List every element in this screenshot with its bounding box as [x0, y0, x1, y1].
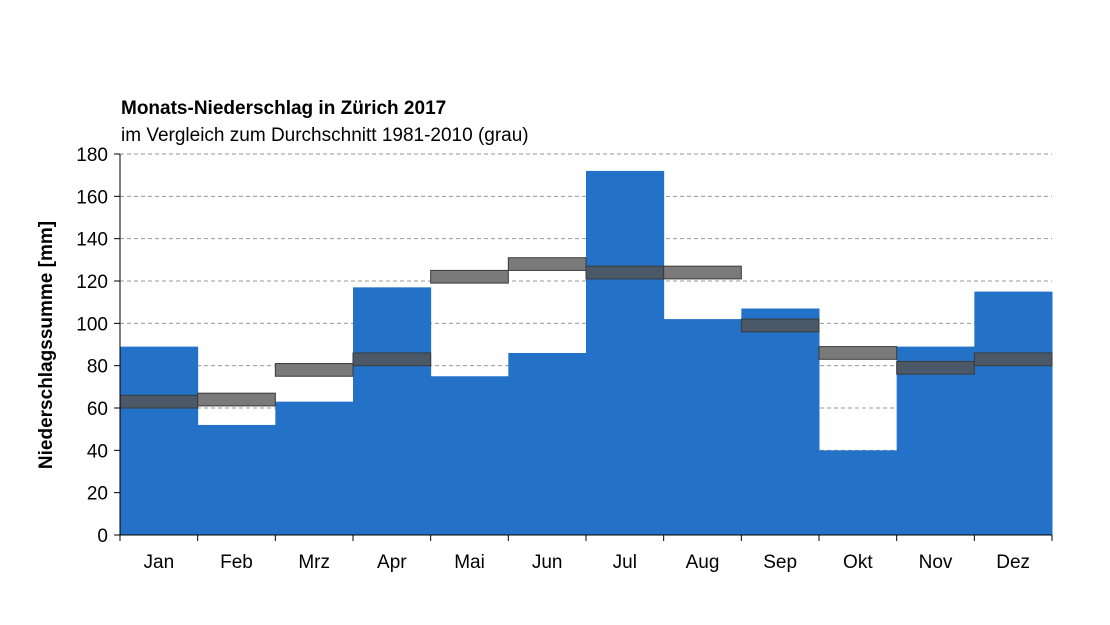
x-tick-label-jan: Jan [144, 552, 175, 573]
y-tick-label: 100 [76, 314, 108, 335]
chart-title: Monats-Niederschlag in Zürich 2017 [121, 98, 447, 119]
bar-jan [120, 346, 199, 535]
x-tick-label-jul: Jul [613, 552, 637, 573]
average-marker-nov [896, 360, 975, 375]
bar-okt [819, 450, 898, 535]
bar-apr [353, 287, 432, 535]
average-marker-jun [507, 257, 587, 271]
x-tick-label-okt: Okt [843, 552, 873, 573]
y-tick-label: 0 [97, 526, 108, 547]
average-layer [119, 257, 1053, 409]
x-tick-label-sep: Sep [763, 552, 797, 573]
x-tick-labels: Jan Feb Mrz Apr Mai Jun Jul Aug Sep Okt Nov Dez [144, 552, 1031, 573]
x-tick-label-aug: Aug [686, 552, 720, 573]
y-tick-label: 40 [87, 441, 108, 462]
bar-mrz [275, 401, 354, 535]
y-tick-label: 80 [87, 357, 108, 378]
average-marker-mai [430, 269, 509, 284]
bar-jul [586, 170, 665, 535]
axis-layer [114, 153, 1053, 541]
y-tick-label: 140 [76, 230, 108, 251]
average-marker-feb [197, 392, 276, 407]
chart-subtitle: im Vergleich zum Durchschnitt 1981-2010 … [121, 125, 529, 146]
y-tick-label: 60 [87, 399, 108, 420]
bar-feb [197, 424, 276, 535]
average-marker-dez [973, 352, 1053, 367]
bar-aug [663, 319, 742, 535]
average-marker-jan [119, 394, 199, 409]
bar-sep [741, 308, 820, 535]
x-tick-label-jun: Jun [532, 552, 563, 573]
x-tick-label-mai: Mai [454, 552, 485, 573]
x-tick-label-dez: Dez [996, 552, 1030, 573]
y-tick-label: 120 [76, 272, 108, 293]
x-tick-label-mrz: Mrz [298, 552, 330, 573]
average-marker-aug [663, 265, 742, 280]
bar-jun [508, 352, 587, 535]
y-tick-labels: 0 20 40 60 80 100 120 140 160 180 [76, 145, 108, 547]
x-tick-label-nov: Nov [919, 552, 953, 573]
bar-nov [896, 346, 975, 535]
y-axis-title: Niederschlagssumme [mm] [36, 221, 57, 469]
x-tick-label-feb: Feb [220, 552, 253, 573]
average-marker-okt [818, 346, 898, 360]
x-tick-label-apr: Apr [377, 552, 407, 573]
y-tick-label: 180 [76, 145, 108, 166]
bar-dez [974, 291, 1053, 535]
average-marker-apr [352, 352, 432, 367]
bar-mai [430, 376, 509, 535]
y-tick-label: 160 [76, 187, 108, 208]
bars-layer [120, 170, 1053, 535]
average-marker-sep [740, 318, 820, 333]
average-marker-jul [585, 265, 665, 280]
average-marker-mrz [274, 363, 354, 377]
y-tick-label: 20 [87, 484, 108, 505]
